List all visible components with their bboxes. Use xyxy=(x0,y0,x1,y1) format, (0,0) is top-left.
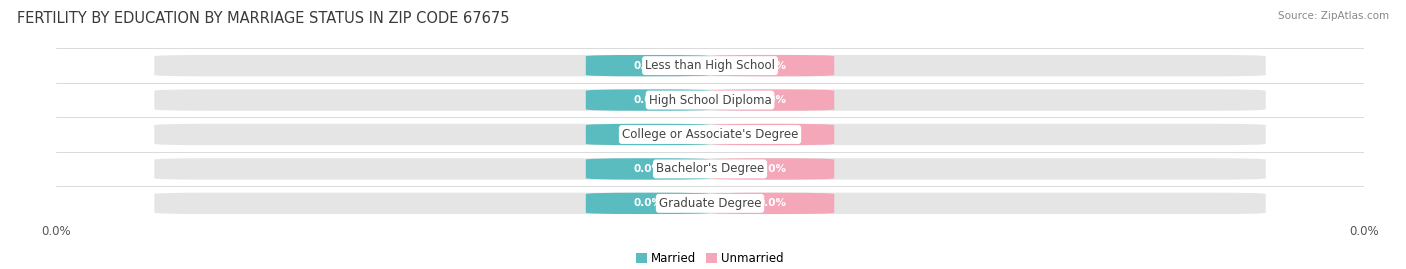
Text: 0.0%: 0.0% xyxy=(634,95,662,105)
Text: College or Associate's Degree: College or Associate's Degree xyxy=(621,128,799,141)
Text: 0.0%: 0.0% xyxy=(634,198,662,208)
FancyBboxPatch shape xyxy=(710,124,834,145)
Text: 0.0%: 0.0% xyxy=(634,164,662,174)
Text: 0.0%: 0.0% xyxy=(634,129,662,140)
FancyBboxPatch shape xyxy=(586,158,710,180)
FancyBboxPatch shape xyxy=(586,89,710,111)
FancyBboxPatch shape xyxy=(155,158,1265,180)
Text: Source: ZipAtlas.com: Source: ZipAtlas.com xyxy=(1278,11,1389,21)
Legend: Married, Unmarried: Married, Unmarried xyxy=(631,247,789,269)
FancyBboxPatch shape xyxy=(710,89,834,111)
Text: 0.0%: 0.0% xyxy=(758,95,786,105)
Text: 0.0%: 0.0% xyxy=(634,61,662,71)
Text: High School Diploma: High School Diploma xyxy=(648,94,772,107)
Text: 0.0%: 0.0% xyxy=(758,129,786,140)
FancyBboxPatch shape xyxy=(586,193,710,214)
FancyBboxPatch shape xyxy=(155,55,1265,76)
FancyBboxPatch shape xyxy=(155,193,1265,214)
Text: 0.0%: 0.0% xyxy=(758,198,786,208)
Text: Graduate Degree: Graduate Degree xyxy=(659,197,761,210)
FancyBboxPatch shape xyxy=(710,55,834,76)
FancyBboxPatch shape xyxy=(710,158,834,180)
FancyBboxPatch shape xyxy=(710,193,834,214)
Text: Less than High School: Less than High School xyxy=(645,59,775,72)
FancyBboxPatch shape xyxy=(586,124,710,145)
Text: 0.0%: 0.0% xyxy=(758,164,786,174)
Text: Bachelor's Degree: Bachelor's Degree xyxy=(657,162,763,175)
FancyBboxPatch shape xyxy=(586,55,710,76)
Text: 0.0%: 0.0% xyxy=(758,61,786,71)
FancyBboxPatch shape xyxy=(155,89,1265,111)
Text: FERTILITY BY EDUCATION BY MARRIAGE STATUS IN ZIP CODE 67675: FERTILITY BY EDUCATION BY MARRIAGE STATU… xyxy=(17,11,509,26)
FancyBboxPatch shape xyxy=(155,124,1265,145)
